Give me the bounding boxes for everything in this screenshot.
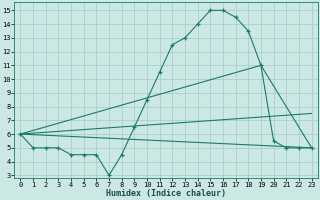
X-axis label: Humidex (Indice chaleur): Humidex (Indice chaleur) — [106, 189, 226, 198]
